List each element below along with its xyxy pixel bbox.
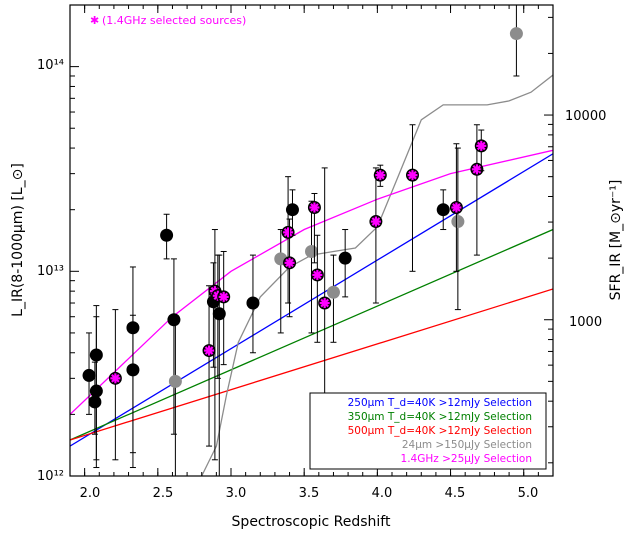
model-curve bbox=[201, 74, 553, 476]
data-point bbox=[285, 203, 299, 217]
y-axis-title-left: L_IR(8-1000μm) [L_⊙] bbox=[10, 163, 26, 317]
data-point bbox=[246, 296, 260, 310]
star-marker-icon bbox=[451, 202, 462, 213]
star-marker-icon bbox=[218, 291, 229, 302]
data-point bbox=[167, 313, 181, 327]
legend-box bbox=[309, 392, 547, 470]
star-stroke bbox=[219, 292, 228, 302]
star-marker-icon bbox=[370, 216, 381, 227]
x-tick-label: 2.5 bbox=[153, 486, 174, 501]
plot-frame bbox=[69, 4, 554, 477]
x-tick-label: 4.0 bbox=[372, 486, 393, 501]
y-tick-label-right: 10000 bbox=[565, 109, 606, 124]
star-stroke bbox=[320, 298, 329, 308]
x-tick-label: 3.0 bbox=[226, 486, 247, 501]
star-marker-icon bbox=[110, 373, 121, 384]
x-tick-label: 5.0 bbox=[518, 486, 539, 501]
legend-entry: 24μm >150μJy Selection bbox=[402, 439, 532, 451]
star-stroke bbox=[285, 258, 294, 268]
model-curve bbox=[70, 288, 553, 441]
data-point bbox=[126, 321, 140, 335]
star-marker-icon bbox=[407, 170, 418, 181]
data-point bbox=[89, 348, 103, 362]
model-curve bbox=[70, 149, 553, 415]
star-stroke bbox=[375, 170, 385, 180]
star-stroke bbox=[310, 203, 319, 212]
star-stroke bbox=[111, 374, 120, 383]
star-stroke bbox=[371, 217, 381, 226]
data-point bbox=[88, 395, 102, 409]
star-marker-icon bbox=[375, 170, 386, 181]
legend: 250μm T_d=40K >12mJy Selection 350μm T_d… bbox=[309, 392, 547, 470]
y-tick-label-left: 10¹⁴ bbox=[37, 58, 64, 73]
star-marker-icon bbox=[204, 345, 215, 356]
data-point bbox=[305, 244, 318, 258]
star-stroke bbox=[408, 170, 417, 180]
data-point bbox=[212, 307, 226, 321]
data-point bbox=[338, 251, 352, 265]
star-stroke bbox=[452, 203, 461, 212]
annotation-marker-icon: ✱ bbox=[90, 14, 99, 27]
data-point bbox=[436, 203, 450, 217]
data-point bbox=[451, 215, 465, 229]
y-tick-label-left: 10¹² bbox=[37, 469, 64, 484]
x-tick-label: 4.5 bbox=[445, 486, 466, 501]
data-point bbox=[509, 27, 523, 41]
y-tick-label-left: 10¹³ bbox=[37, 264, 64, 279]
star-marker-icon bbox=[284, 257, 295, 268]
y-tick-label-right: 1000 bbox=[569, 315, 602, 330]
star-stroke bbox=[283, 228, 293, 237]
y-axis-title-right: SFR_IR [M_⊙yr⁻¹] bbox=[608, 180, 624, 301]
star-marker-icon bbox=[283, 227, 294, 238]
data-point bbox=[326, 285, 340, 299]
legend-entry: 1.4GHz >25μJy Selection bbox=[401, 453, 532, 465]
legend-entry: 250μm T_d=40K >12mJy Selection bbox=[348, 397, 532, 409]
x-tick-label: 3.5 bbox=[299, 486, 320, 501]
star-marker-icon bbox=[309, 202, 320, 213]
legend-entry: 500μm T_d=40K >12mJy Selection bbox=[348, 425, 532, 437]
star-stroke bbox=[204, 346, 214, 355]
star-stroke bbox=[313, 270, 322, 280]
x-tick-label: 2.0 bbox=[80, 486, 101, 501]
star-stroke bbox=[476, 141, 486, 151]
legend-entry: 350μm T_d=40K >12mJy Selection bbox=[348, 411, 532, 423]
star-marker-icon bbox=[312, 269, 323, 280]
star-marker-icon bbox=[471, 164, 482, 175]
star-marker-icon bbox=[476, 140, 487, 151]
data-point bbox=[82, 368, 96, 382]
data-point bbox=[160, 228, 174, 242]
star-stroke bbox=[472, 164, 482, 174]
data-point bbox=[168, 374, 182, 388]
star-marker-icon bbox=[319, 298, 330, 309]
x-axis-title: Spectroscopic Redshift bbox=[232, 514, 391, 530]
annotation-text: (1.4GHz selected sources) bbox=[102, 14, 246, 27]
model-curve bbox=[70, 228, 553, 441]
